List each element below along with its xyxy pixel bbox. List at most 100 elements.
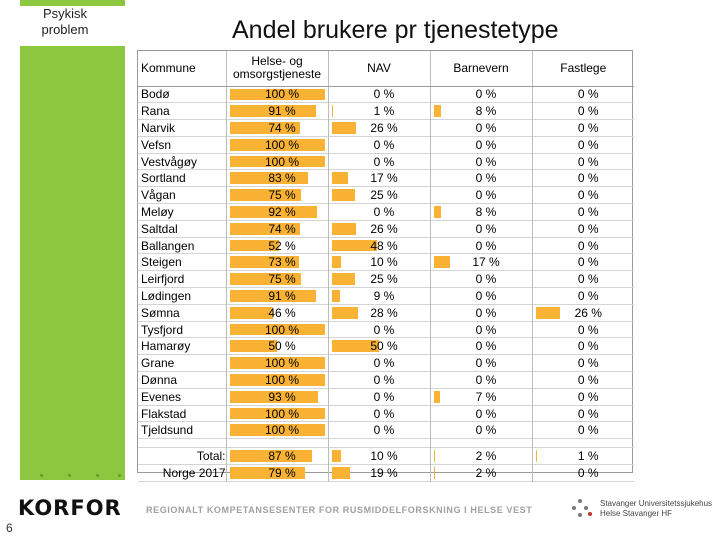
- share-bar-helse: [229, 206, 317, 218]
- cell-barnevern: 0 %: [429, 354, 532, 372]
- cell-barnevern: 0 %: [429, 153, 532, 170]
- share-value-barnevern: 0 %: [475, 372, 497, 387]
- cell-fastlege: 0 %: [531, 102, 634, 120]
- table-row: Hamarøy 50 % 50 % 0 % 0 %: [138, 337, 634, 355]
- spacer-cell: [531, 438, 634, 448]
- cell-nav: 0 %: [327, 354, 430, 372]
- share-value-helse: 75 %: [268, 188, 296, 203]
- cell-helse: 79 %: [225, 464, 328, 482]
- table-row: Sømna 46 % 28 % 0 % 26 %: [138, 304, 634, 322]
- kommune-name: Vefsn: [141, 137, 172, 152]
- table-row: Tysfjord 100 % 0 % 0 % 0 %: [138, 321, 634, 338]
- cell-fastlege: 1 %: [531, 447, 634, 465]
- cell-nav: 17 %: [327, 169, 430, 187]
- share-bar-nav: [331, 239, 378, 252]
- share-value-barnevern: 8 %: [475, 204, 497, 219]
- share-value-helse: 75 %: [268, 272, 296, 287]
- cell-nav: 9 %: [327, 287, 430, 305]
- share-value-nav: 0 %: [373, 204, 395, 219]
- cell-fastlege: 0 %: [531, 203, 634, 221]
- share-bar-helse: [229, 450, 313, 463]
- header-nav: NAV: [327, 51, 430, 87]
- cell-helse: 75 %: [225, 270, 328, 288]
- kommune-name: Vågan: [141, 188, 176, 203]
- hospital-subname: Helse Stavanger HF: [600, 509, 673, 518]
- share-value-barnevern: 0 %: [475, 288, 497, 303]
- table-row: Ballangen 52 % 48 % 0 % 0 %: [138, 237, 634, 254]
- cell-helse: 91 %: [225, 102, 328, 120]
- share-value-nav: 48 %: [370, 238, 398, 253]
- header-helse-line2: omsorgstjeneste: [232, 67, 322, 82]
- cell-nav: 0 %: [327, 421, 430, 439]
- cell-helse: 100 %: [225, 153, 328, 170]
- share-value-barnevern: 0 %: [475, 137, 497, 152]
- cell-nav: 0 %: [327, 86, 430, 103]
- share-bar-helse: [229, 357, 325, 370]
- share-value-barnevern: 0 %: [475, 188, 497, 203]
- cell-fastlege: 0 %: [531, 405, 634, 422]
- share-bar-helse: [229, 306, 274, 319]
- header-helse: Helse- og omsorgstjeneste: [225, 51, 328, 87]
- share-value-nav: 0 %: [373, 356, 395, 371]
- share-value-helse: 100 %: [264, 356, 300, 371]
- table-row: Rana 91 % 1 % 8 % 0 %: [138, 102, 634, 120]
- share-value-helse: 83 %: [268, 171, 296, 186]
- cell-helse: 91 %: [225, 287, 328, 305]
- share-value-helse: 92 %: [268, 204, 296, 219]
- share-value-nav: 0 %: [373, 389, 395, 404]
- footer-center-text: REGIONALT KOMPETANSESENTER FOR RUSMIDDEL…: [146, 505, 533, 515]
- share-bar-helse: [229, 172, 309, 185]
- kommune-name: Narvik: [141, 120, 176, 135]
- cell-helse: 100 %: [225, 321, 328, 338]
- header-helse-line1: Helse- og: [251, 54, 303, 69]
- share-value-fastlege: 0 %: [577, 221, 599, 236]
- table-row: Steigen 73 % 10 % 17 % 0 %: [138, 253, 634, 271]
- table-row: Dønna 100 % 0 % 0 % 0 %: [138, 371, 634, 389]
- cell-helse: 100 %: [225, 86, 328, 103]
- table-spacer-row: [138, 438, 634, 448]
- cell-fastlege: 0 %: [531, 287, 634, 305]
- cell-nav: 26 %: [327, 220, 430, 238]
- share-value-fastlege: 0 %: [577, 188, 599, 203]
- share-value-helse: 79 %: [268, 465, 296, 480]
- cell-helse: 74 %: [225, 119, 328, 137]
- cell-fastlege: 0 %: [531, 354, 634, 372]
- kommune-name: Norge 2017: [162, 465, 226, 480]
- cell-fastlege: 0 %: [531, 119, 634, 137]
- share-value-fastlege: 0 %: [577, 356, 599, 371]
- share-bar-helse: [229, 374, 325, 386]
- table-row: Tjeldsund 100 % 0 % 0 % 0 %: [138, 421, 634, 439]
- share-value-barnevern: 0 %: [475, 87, 497, 102]
- share-bar-nav: [331, 306, 359, 319]
- share-value-fastlege: 0 %: [577, 120, 599, 135]
- share-value-helse: 100 %: [264, 406, 300, 421]
- kommune-name: Steigen: [141, 255, 182, 270]
- cell-barnevern: 0 %: [429, 119, 532, 137]
- share-value-fastlege: 26 %: [574, 305, 602, 320]
- share-value-nav: 0 %: [373, 322, 395, 337]
- share-value-nav: 25 %: [370, 272, 398, 287]
- cell-barnevern: 0 %: [429, 270, 532, 288]
- kommune-name: Lødingen: [141, 288, 192, 303]
- cell-barnevern: 2 %: [429, 447, 532, 465]
- header-fastlege: Fastlege: [531, 51, 634, 87]
- share-value-helse: 91 %: [268, 288, 296, 303]
- share-value-barnevern: 0 %: [475, 356, 497, 371]
- table-row: Vestvågøy 100 % 0 % 0 % 0 %: [138, 153, 634, 170]
- kommune-name: Grane: [141, 356, 175, 371]
- share-value-nav: 1 %: [373, 104, 395, 119]
- cell-fastlege: 0 %: [531, 86, 634, 103]
- share-value-barnevern: 0 %: [475, 171, 497, 186]
- share-value-nav: 26 %: [370, 120, 398, 135]
- table-total-row: Total: 87 % 10 % 2 % 1 %: [138, 447, 634, 465]
- share-value-barnevern: 0 %: [475, 154, 497, 169]
- share-value-fastlege: 0 %: [577, 372, 599, 387]
- cell-barnevern: 0 %: [429, 237, 532, 254]
- cell-helse: 100 %: [225, 371, 328, 389]
- share-value-helse: 73 %: [268, 255, 296, 270]
- share-bar-helse: [229, 138, 325, 151]
- share-bar-nav: [331, 290, 341, 302]
- cell-fastlege: 0 %: [531, 253, 634, 271]
- sidebar-green-band: [20, 0, 125, 480]
- cell-helse: 100 %: [225, 421, 328, 439]
